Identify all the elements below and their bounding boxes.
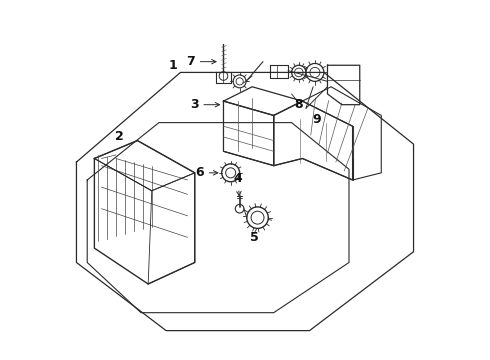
Text: 6: 6 [195,166,218,179]
Text: 4: 4 [233,172,242,196]
Text: 3: 3 [190,98,220,111]
Text: 5: 5 [249,231,258,244]
Text: 9: 9 [313,113,321,126]
Text: 2: 2 [115,130,124,144]
Text: 7: 7 [186,55,216,68]
Text: 1: 1 [169,59,178,72]
Text: 8: 8 [294,98,303,111]
